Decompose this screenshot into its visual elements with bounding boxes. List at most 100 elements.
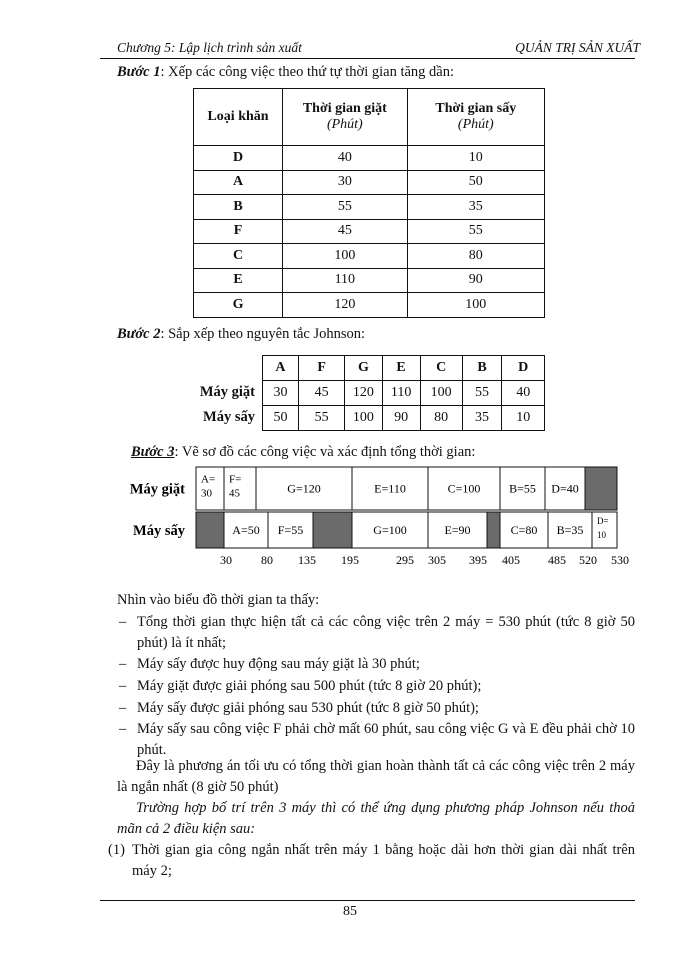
bullet-dash: –	[119, 678, 127, 694]
condition-text: Thời gian gia công ngắn nhất trên máy 1 …	[132, 842, 635, 879]
cell: 120	[344, 380, 383, 406]
header-cell: Loại khăn	[192, 88, 284, 146]
cell: 110	[282, 267, 408, 293]
job-block	[255, 466, 353, 511]
header-cell: C	[419, 355, 463, 381]
cell: 45	[297, 380, 346, 406]
block-label: G=120	[287, 482, 320, 496]
cell: G	[192, 292, 284, 318]
condition-number: (1)	[108, 842, 125, 858]
table-johnson: A F G E C B D 30 45 120 110 100 55 40 50 55 100 90 80 35 10	[262, 355, 545, 431]
page-number: 85	[343, 904, 357, 919]
row: A 30 50	[192, 169, 546, 195]
cell: 50	[406, 169, 546, 195]
cell: 30	[262, 380, 299, 406]
header-cell: F	[297, 355, 346, 381]
cell: 10	[406, 145, 546, 171]
cell: A	[192, 169, 284, 195]
bullet-dash: –	[119, 700, 127, 716]
cell: 35	[461, 405, 503, 431]
cell: 100	[344, 405, 383, 431]
cell: 40	[501, 380, 545, 406]
cell: D	[192, 145, 284, 171]
header-title: Thời gian sấy	[435, 101, 517, 116]
cell: E	[192, 267, 284, 293]
cell: 45	[282, 218, 408, 244]
time-label: 485	[548, 553, 566, 567]
job-block	[499, 511, 549, 549]
job-block	[591, 511, 618, 549]
block-label: B=35	[557, 523, 584, 537]
block-label: 10	[597, 530, 607, 540]
row: 30 45 120 110 100 55 40	[262, 380, 545, 406]
cell: 10	[501, 405, 545, 431]
block-label: F=	[229, 474, 241, 486]
time-label: 195	[341, 553, 359, 567]
cell: 55	[461, 380, 503, 406]
block-label: G=100	[373, 523, 406, 537]
step2: Bước 2: Sắp xếp theo nguyên tắc Johnson:	[117, 326, 365, 343]
header-cell: E	[381, 355, 421, 381]
job-block	[544, 466, 586, 511]
job-block	[195, 466, 225, 511]
idle-block	[312, 511, 353, 549]
time-label: 405	[502, 553, 520, 567]
conclusion: Đây là phương án tối ưu có tổng thời gia…	[117, 758, 635, 795]
cell: 100	[406, 292, 546, 318]
time-label: 305	[428, 553, 446, 567]
step-text: : Vẽ sơ đồ các công việc và xác định tổn…	[174, 444, 476, 460]
row-label: Máy sấy	[203, 409, 255, 425]
job-block	[427, 511, 488, 549]
block-label: D=	[597, 516, 609, 526]
cell: 90	[406, 267, 546, 293]
block-label: A=	[201, 474, 215, 486]
cell: 80	[419, 405, 463, 431]
block-label: E=110	[374, 482, 406, 496]
bullet-dash: –	[119, 721, 127, 737]
header-rule	[100, 58, 635, 59]
cell: 50	[262, 405, 299, 431]
idle-block	[195, 511, 225, 549]
cell: C	[192, 243, 284, 269]
time-label: 530	[611, 553, 629, 567]
block-label: E=90	[444, 523, 470, 537]
step-label: Bước 2	[117, 326, 161, 342]
bullet-text: Tổng thời gian thực hiện tất cả các công…	[137, 614, 635, 651]
case3: Trường hợp bố trí trên 3 máy thì có thể …	[117, 800, 635, 837]
block-label: A=50	[232, 523, 259, 537]
time-label: 520	[579, 553, 597, 567]
idle-block	[486, 511, 501, 549]
job-block	[427, 466, 501, 511]
machine-label: Máy giặt	[130, 482, 185, 498]
time-label: 395	[469, 553, 487, 567]
cell: 120	[282, 292, 408, 318]
header-cell: A	[262, 355, 299, 381]
time-label: 30	[220, 553, 232, 567]
header-cell: D	[501, 355, 545, 381]
block-label: C=80	[511, 523, 538, 537]
row-label: Máy giặt	[199, 384, 255, 400]
header-cell: Thời gian sấy (Phút)	[406, 88, 546, 146]
row: C 100 80	[192, 243, 546, 269]
step-text: : Sắp xếp theo nguyên tắc Johnson:	[160, 326, 366, 342]
block-label: 45	[229, 488, 241, 500]
time-label: 135	[298, 553, 316, 567]
gantt-chart: Máy giặt A= 30 F= 45 G=120 E=110 C=100 B=55 D=40 M…	[130, 466, 629, 567]
cell: 90	[381, 405, 421, 431]
cell: 35	[406, 194, 546, 220]
cell: 55	[297, 405, 346, 431]
step1: Bước 1: Xếp các công việc theo thứ tự th…	[117, 64, 454, 81]
row: G 120 100	[192, 292, 546, 318]
cell: 110	[381, 380, 421, 406]
block-label: C=100	[448, 482, 481, 496]
table-times: Loại khăn Thời gian giặt (Phút) Thời gian s…	[192, 88, 546, 318]
bullet-text: Máy giặt được giải phóng sau 500 phút (t…	[137, 678, 482, 694]
row: D 40 10	[192, 145, 546, 171]
time-label: 80	[261, 553, 273, 567]
header-title: Loại khăn	[207, 109, 269, 124]
step-label: Bước 1	[117, 64, 161, 80]
cell: 80	[406, 243, 546, 269]
block-label: B=55	[509, 482, 536, 496]
